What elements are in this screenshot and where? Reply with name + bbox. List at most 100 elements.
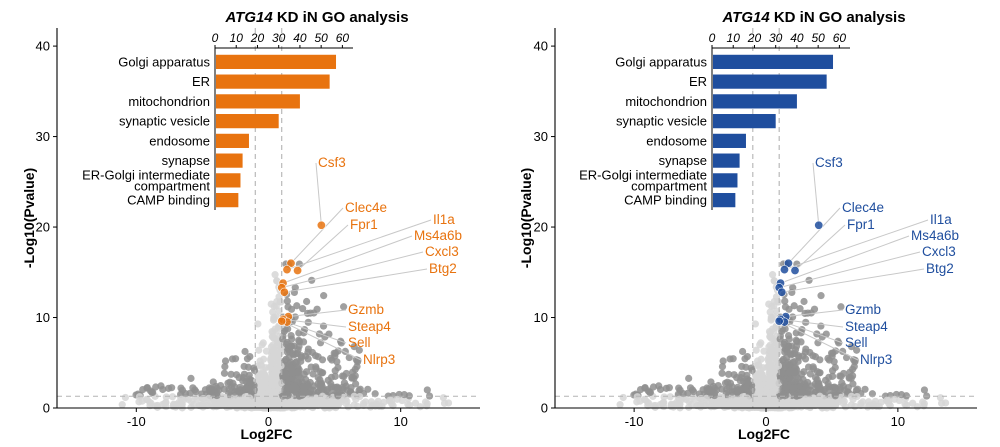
background-point [348,374,356,382]
background-point [350,343,358,351]
background-point [162,393,170,401]
background-point [371,390,379,398]
background-point [345,353,353,362]
background-point [330,349,338,357]
background-point [300,388,309,396]
gene-leader-line [812,162,820,226]
background-point [294,368,303,376]
inset-bar [713,193,736,208]
background-point [201,386,210,394]
inset-category-label: synaptic vesicle [616,114,707,129]
background-point [285,384,293,392]
gene-point [286,258,296,268]
background-point [359,399,368,407]
x-axis-title: Log2FC [738,426,790,442]
gene-label: Gzmb [845,302,881,317]
inset-bar [216,173,241,188]
inset-bar [713,153,740,168]
background-point [771,346,780,355]
background-point [938,399,946,407]
background-point [847,343,856,351]
gene-label: Nlrp3 [363,352,395,367]
background-point [778,327,786,335]
background-point [271,271,279,279]
background-point [738,362,746,371]
background-point [423,386,431,394]
background-point [760,347,768,355]
inset-tick-label: 30 [769,31,783,45]
gene-label: Cxcl3 [425,244,459,259]
background-point [786,374,794,382]
background-point [827,349,836,357]
background-point [844,383,852,392]
background-point [121,393,130,402]
inset-bar [216,153,243,168]
background-point [798,388,806,396]
background-point [262,347,271,355]
inset-category-label: mitochondrion [128,94,210,109]
background-point [304,395,312,403]
y-tick-label: 0 [541,401,548,416]
volcano-panel-right: 0 10 20 30 40 -10 0 10 Log2FC -Log10(Pvalue) ATG14… [518,9,977,442]
background-point [727,399,736,408]
background-point [753,357,762,365]
gene-leader-line [281,251,424,289]
background-point [785,343,793,351]
gene-label: Ms4a6b [911,228,959,243]
background-point [644,387,652,395]
gene-label: Clec4e [345,200,387,215]
background-point [685,403,693,411]
gene-point [277,316,287,326]
background-point [868,390,877,398]
background-point [320,292,328,300]
background-point [656,385,665,394]
background-point [178,395,186,403]
background-point [725,370,733,378]
background-point [688,386,697,394]
background-point [139,386,147,394]
background-point [772,387,780,395]
gene-leader-line [288,309,347,318]
gene-leader-line [281,320,362,361]
background-point [288,374,297,382]
background-point [228,355,237,363]
background-point [743,378,752,386]
gene-point [293,265,303,275]
background-point [810,305,819,313]
background-point [789,313,797,321]
background-point [685,374,693,382]
background-point [755,386,763,395]
background-point [342,399,350,408]
background-point [220,369,229,377]
background-point [616,401,624,409]
background-point [636,386,645,394]
background-point [220,393,228,401]
background-point [790,302,798,310]
background-point [288,369,296,377]
background-point [355,346,363,354]
background-point [221,357,230,365]
background-point [177,384,185,392]
background-point [168,384,176,392]
background-point [797,383,805,391]
gene-label: Sell [348,335,371,350]
gene-label: Btg2 [429,261,457,276]
background-point [836,372,844,380]
gene-label: Btg2 [926,261,954,276]
background-point [213,384,221,392]
background-point [837,303,845,311]
gene-leader-line [781,268,925,293]
background-point [314,373,322,382]
background-point [830,358,838,366]
background-point [717,393,726,401]
background-point [847,392,856,400]
inset-bar [216,54,337,69]
gene-label: Fpr1 [350,217,378,232]
inset-bar [713,74,827,89]
background-point [909,399,917,407]
y-axis-title: -Log10(Pvalue) [518,168,534,268]
background-point [719,357,727,365]
background-point [853,346,861,354]
background-point [398,396,406,405]
